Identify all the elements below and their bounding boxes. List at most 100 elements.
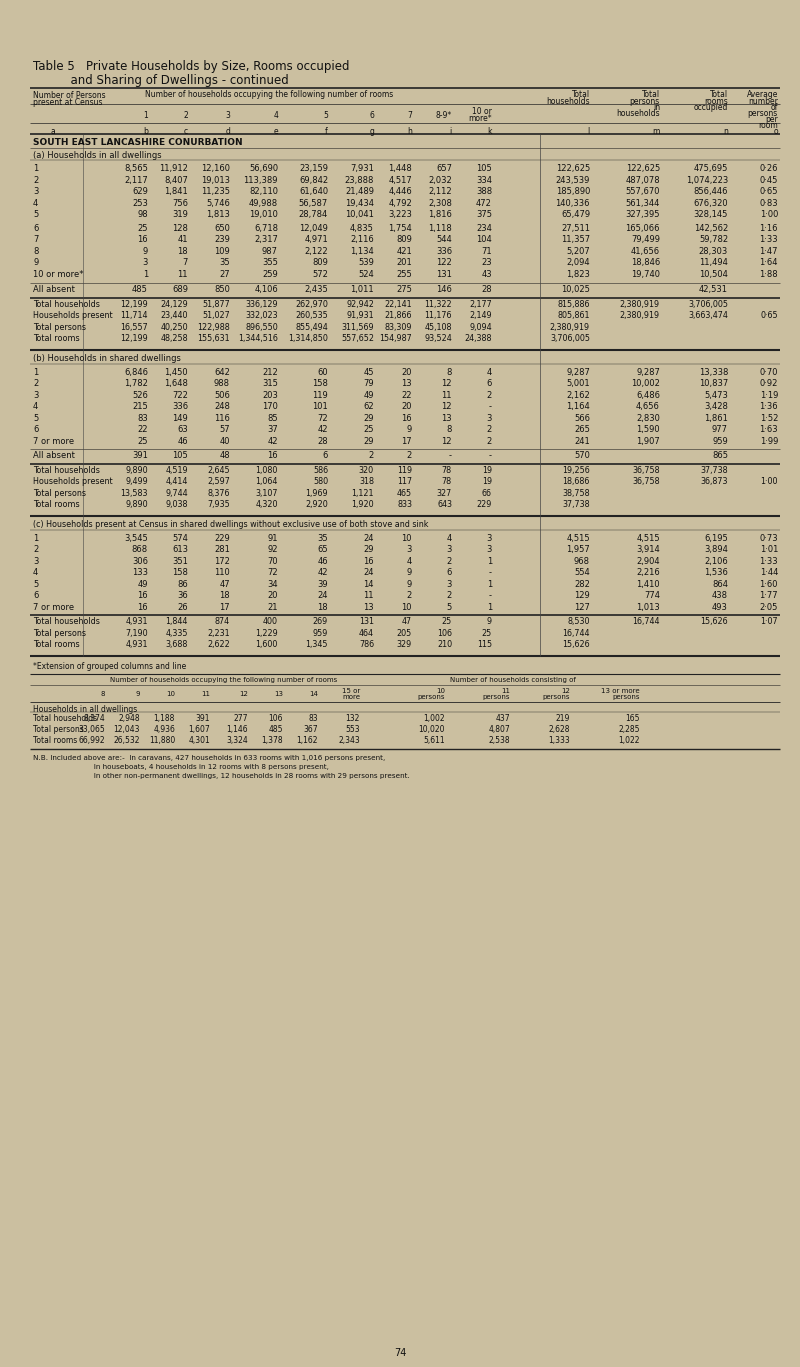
Text: 336,129: 336,129 xyxy=(246,299,278,309)
Text: 2,830: 2,830 xyxy=(636,413,660,422)
Text: 1,600: 1,600 xyxy=(256,640,278,649)
Text: 2: 2 xyxy=(33,175,38,185)
Text: 4: 4 xyxy=(33,402,38,411)
Text: 1,590: 1,590 xyxy=(636,425,660,433)
Text: 1·36: 1·36 xyxy=(759,402,778,411)
Text: a: a xyxy=(50,127,55,135)
Text: 277: 277 xyxy=(234,714,248,723)
Text: f: f xyxy=(326,127,328,135)
Text: 10: 10 xyxy=(436,688,445,693)
Text: 19: 19 xyxy=(482,477,492,487)
Text: 48,258: 48,258 xyxy=(160,334,188,343)
Text: 36,758: 36,758 xyxy=(632,477,660,487)
Text: 864: 864 xyxy=(712,580,728,589)
Text: 1,344,516: 1,344,516 xyxy=(238,334,278,343)
Text: 83: 83 xyxy=(308,714,318,723)
Text: 9,499: 9,499 xyxy=(126,477,148,487)
Text: 3: 3 xyxy=(446,580,452,589)
Text: 248: 248 xyxy=(214,402,230,411)
Text: 21: 21 xyxy=(267,603,278,611)
Text: 2,628: 2,628 xyxy=(549,725,570,734)
Text: 142,562: 142,562 xyxy=(694,223,728,232)
Text: 3: 3 xyxy=(406,545,412,554)
Text: 1,816: 1,816 xyxy=(428,211,452,219)
Text: 0·26: 0·26 xyxy=(759,164,778,174)
Text: 27: 27 xyxy=(219,269,230,279)
Text: 5: 5 xyxy=(446,603,452,611)
Text: 13,338: 13,338 xyxy=(698,368,728,376)
Text: 146: 146 xyxy=(436,284,452,294)
Text: 1,011: 1,011 xyxy=(350,284,374,294)
Text: Households present: Households present xyxy=(33,477,113,487)
Text: 22: 22 xyxy=(402,391,412,399)
Text: 74: 74 xyxy=(394,1348,406,1357)
Text: 1,378: 1,378 xyxy=(262,735,283,745)
Text: 3: 3 xyxy=(33,556,38,566)
Text: 1,782: 1,782 xyxy=(124,379,148,388)
Text: 1,229: 1,229 xyxy=(255,629,278,637)
Text: 165,066: 165,066 xyxy=(626,223,660,232)
Text: 2: 2 xyxy=(486,436,492,446)
Text: 19,434: 19,434 xyxy=(345,198,374,208)
Text: 91: 91 xyxy=(267,533,278,543)
Text: 1: 1 xyxy=(33,164,38,174)
Text: 101: 101 xyxy=(312,402,328,411)
Text: 6: 6 xyxy=(369,111,374,120)
Text: 8: 8 xyxy=(446,425,452,433)
Text: 265: 265 xyxy=(574,425,590,433)
Text: 327,395: 327,395 xyxy=(626,211,660,219)
Text: 65,479: 65,479 xyxy=(561,211,590,219)
Text: 91,931: 91,931 xyxy=(346,312,374,320)
Text: persons: persons xyxy=(418,693,445,700)
Text: 262,970: 262,970 xyxy=(295,299,328,309)
Text: 855,494: 855,494 xyxy=(295,323,328,332)
Text: 815,886: 815,886 xyxy=(558,299,590,309)
Text: 355: 355 xyxy=(262,258,278,267)
Text: 40: 40 xyxy=(219,436,230,446)
Text: 24: 24 xyxy=(363,533,374,543)
Text: l: l xyxy=(588,127,590,135)
Text: 1,754: 1,754 xyxy=(388,223,412,232)
Text: households: households xyxy=(616,109,660,118)
Text: 2: 2 xyxy=(33,545,38,554)
Text: 28,784: 28,784 xyxy=(298,211,328,219)
Text: 131: 131 xyxy=(359,617,374,626)
Text: 1,314,850: 1,314,850 xyxy=(288,334,328,343)
Text: 47: 47 xyxy=(402,617,412,626)
Text: 165: 165 xyxy=(626,714,640,723)
Text: 6,486: 6,486 xyxy=(636,391,660,399)
Text: 29: 29 xyxy=(363,413,374,422)
Text: 7,931: 7,931 xyxy=(350,164,374,174)
Text: Average: Average xyxy=(746,90,778,98)
Text: 229: 229 xyxy=(214,533,230,543)
Text: 26,532: 26,532 xyxy=(114,735,140,745)
Text: 2: 2 xyxy=(486,391,492,399)
Text: 82,110: 82,110 xyxy=(249,187,278,195)
Text: 3: 3 xyxy=(486,533,492,543)
Text: 9: 9 xyxy=(142,246,148,256)
Text: 3,706,005: 3,706,005 xyxy=(688,299,728,309)
Text: 18,686: 18,686 xyxy=(562,477,590,487)
Text: more*: more* xyxy=(468,113,492,123)
Text: 92,942: 92,942 xyxy=(346,299,374,309)
Text: Total persons: Total persons xyxy=(33,488,86,498)
Text: 4,792: 4,792 xyxy=(388,198,412,208)
Text: 20: 20 xyxy=(402,368,412,376)
Text: 9,890: 9,890 xyxy=(126,466,148,474)
Text: 2,117: 2,117 xyxy=(124,175,148,185)
Text: 281: 281 xyxy=(214,545,230,554)
Text: 119: 119 xyxy=(397,466,412,474)
Text: 133: 133 xyxy=(132,569,148,577)
Text: 41: 41 xyxy=(178,235,188,243)
Text: h: h xyxy=(407,127,412,135)
Text: 10,041: 10,041 xyxy=(345,211,374,219)
Text: 16: 16 xyxy=(138,603,148,611)
Text: 388: 388 xyxy=(476,187,492,195)
Text: 2,285: 2,285 xyxy=(618,725,640,734)
Text: 553: 553 xyxy=(346,725,360,734)
Text: 3: 3 xyxy=(486,413,492,422)
Text: 3,894: 3,894 xyxy=(704,545,728,554)
Text: 1,022: 1,022 xyxy=(618,735,640,745)
Text: 1,450: 1,450 xyxy=(164,368,188,376)
Text: 22: 22 xyxy=(138,425,148,433)
